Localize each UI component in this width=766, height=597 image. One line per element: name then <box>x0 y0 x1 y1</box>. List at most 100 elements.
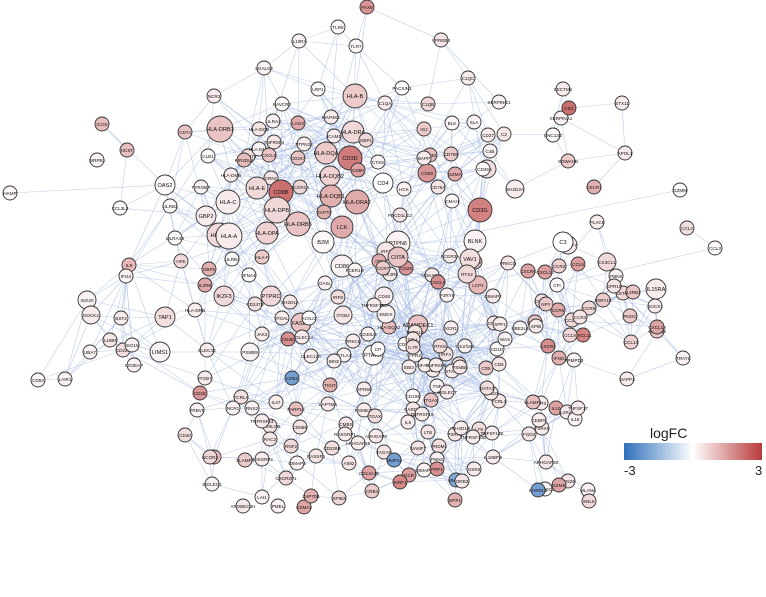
gene-node[interactable]: BST2 <box>113 310 129 326</box>
gene-node[interactable]: CTSS <box>370 154 386 170</box>
gene-node[interactable]: CD3EAP <box>125 357 143 373</box>
gene-node-circle[interactable] <box>284 370 300 386</box>
gene-node-circle[interactable] <box>262 431 278 447</box>
gene-node-circle[interactable] <box>254 249 270 265</box>
gene-node[interactable]: CD79A <box>430 179 447 195</box>
gene-node-circle[interactable] <box>254 451 270 467</box>
gene-node-circle[interactable] <box>572 309 588 325</box>
gene-node-circle[interactable] <box>500 255 516 271</box>
gene-node-circle[interactable] <box>241 267 257 283</box>
gene-node-circle[interactable] <box>560 153 576 169</box>
gene-node-circle[interactable] <box>320 396 336 412</box>
gene-node[interactable]: SH2D1A <box>281 294 300 310</box>
gene-node[interactable]: PRDM1 <box>431 438 448 454</box>
gene-node[interactable]: CXCL10 <box>536 264 554 280</box>
gene-node-circle[interactable] <box>30 372 46 388</box>
gene-node[interactable]: ITGB7 <box>197 370 213 386</box>
gene-node-circle[interactable] <box>280 331 296 347</box>
gene-node-circle[interactable] <box>149 341 171 363</box>
gene-node[interactable]: TNFSF13B <box>481 425 504 441</box>
gene-node[interactable]: CHRDL1 <box>529 482 548 498</box>
gene-node[interactable]: IL2RB <box>197 277 213 293</box>
gene-node-circle[interactable] <box>337 426 353 442</box>
gene-node[interactable]: CCL3L3 <box>112 200 129 216</box>
gene-node-circle[interactable] <box>466 461 482 477</box>
gene-node-circle[interactable] <box>256 60 272 76</box>
gene-node-circle[interactable] <box>553 110 569 126</box>
gene-node[interactable]: CFI <box>549 277 565 293</box>
gene-node[interactable]: C1QA <box>377 95 393 111</box>
gene-node[interactable]: BIN2 <box>326 353 342 369</box>
gene-node[interactable]: IFI44 <box>118 268 134 284</box>
gene-node[interactable]: TNFRSF18 <box>410 406 434 422</box>
gene-node[interactable]: HLA-C <box>215 189 241 215</box>
gene-node[interactable]: HLA-E <box>245 176 269 200</box>
gene-node-circle[interactable] <box>457 264 477 284</box>
gene-node-circle[interactable] <box>589 214 605 230</box>
gene-node-circle[interactable] <box>482 143 498 159</box>
gene-node-circle[interactable] <box>387 246 409 268</box>
gene-node-circle[interactable] <box>193 179 209 195</box>
gene-node[interactable]: PNOC <box>622 308 638 324</box>
gene-node-circle[interactable] <box>622 308 638 324</box>
gene-node-circle[interactable] <box>316 204 332 220</box>
gene-node-circle[interactable] <box>497 331 513 347</box>
gene-node[interactable]: IFNA4 <box>241 267 257 283</box>
gene-node[interactable]: GPR65 <box>356 381 372 397</box>
gene-node-circle[interactable] <box>428 357 444 373</box>
gene-node-circle[interactable] <box>201 261 217 277</box>
gene-node-circle[interactable] <box>301 310 317 326</box>
gene-node-circle[interactable] <box>187 302 203 318</box>
gene-node[interactable]: GIMAP2 <box>484 288 502 304</box>
gene-node-circle[interactable] <box>647 298 663 314</box>
gene-node-circle[interactable] <box>119 142 135 158</box>
gene-node-circle[interactable] <box>460 70 476 86</box>
gene-node[interactable]: UBA7 <box>82 344 98 360</box>
gene-node-circle[interactable] <box>348 38 364 54</box>
gene-node[interactable]: HLA-DQB <box>249 121 269 137</box>
gene-node-circle[interactable] <box>491 356 507 372</box>
gene-node[interactable]: CXCR6 <box>520 263 536 279</box>
gene-node-circle[interactable] <box>447 166 463 182</box>
gene-node-circle[interactable] <box>520 263 536 279</box>
gene-node-circle[interactable] <box>360 326 376 342</box>
gene-node[interactable]: CCL8 <box>562 327 578 343</box>
gene-node-circle[interactable] <box>296 136 312 152</box>
gene-node[interactable]: SLAMF1 <box>524 394 542 410</box>
gene-node-circle[interactable] <box>331 490 347 506</box>
gene-node-circle[interactable] <box>443 146 459 162</box>
gene-node[interactable]: SNLK <box>581 493 597 509</box>
gene-node[interactable]: UNC13D <box>544 127 563 143</box>
gene-node[interactable]: RASGRP2 <box>251 451 273 467</box>
gene-node-circle[interactable] <box>173 253 189 269</box>
gene-node-circle[interactable] <box>538 296 554 312</box>
gene-node-circle[interactable] <box>314 141 338 165</box>
gene-node-circle[interactable] <box>341 455 357 471</box>
gene-node-circle[interactable] <box>489 341 505 357</box>
gene-node[interactable]: LAIR1 <box>57 371 73 387</box>
gene-node[interactable]: CD14A18 <box>359 465 379 481</box>
gene-node-circle[interactable] <box>570 400 586 416</box>
gene-node[interactable]: HLA-DQA2 <box>378 319 401 335</box>
gene-node-circle[interactable] <box>254 326 270 342</box>
gene-node[interactable]: CD27 <box>480 127 496 143</box>
gene-node[interactable]: FRMPD3 <box>565 352 584 368</box>
gene-node[interactable]: NCR3 <box>206 88 222 104</box>
gene-node[interactable]: APOL1 <box>617 145 633 161</box>
gene-node-circle[interactable] <box>416 150 432 166</box>
gene-node[interactable]: CRB3 <box>364 483 380 499</box>
gene-node-circle[interactable] <box>274 310 290 326</box>
gene-node-circle[interactable] <box>555 81 571 97</box>
gene-node-circle[interactable] <box>177 427 193 443</box>
gene-node-circle[interactable] <box>215 189 241 215</box>
gene-node-circle[interactable] <box>204 476 220 492</box>
gene-node[interactable]: LILRB4 <box>224 251 240 267</box>
gene-node[interactable]: AIM2 <box>341 455 357 471</box>
gene-node[interactable]: RNS2 <box>244 400 260 416</box>
gene-node[interactable]: NPY <box>538 296 554 312</box>
gene-node[interactable]: TNFRSF8 <box>426 357 447 373</box>
gene-node-circle[interactable] <box>330 289 346 305</box>
gene-node-circle[interactable] <box>675 350 691 366</box>
gene-node[interactable]: TNFRSF4 <box>264 134 285 150</box>
gene-node-circle[interactable] <box>285 211 311 237</box>
